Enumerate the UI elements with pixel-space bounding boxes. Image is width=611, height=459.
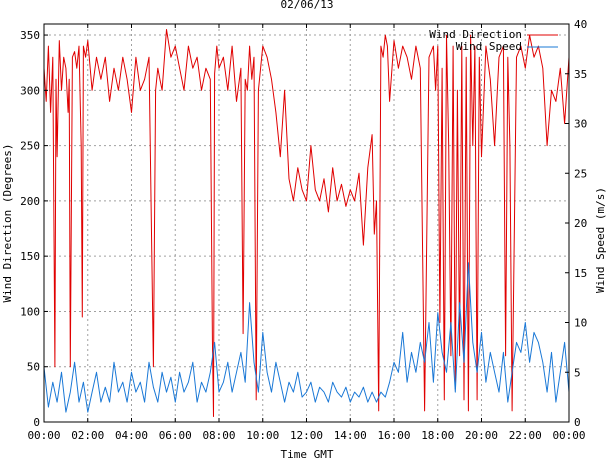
x-tick-label: 04:00 — [115, 429, 148, 442]
series-line-wind-direction — [43, 29, 570, 417]
series-line-wind-speed — [43, 262, 570, 413]
y-left-tick-label: 250 — [20, 140, 40, 153]
y-left-tick-layer: 0 50 100 150 200 250 300 350 — [20, 29, 48, 429]
x-tick-label: 02:00 — [71, 429, 104, 442]
legend-label-wind-direction: Wind Direction — [429, 28, 522, 41]
y-left-tick-label: 0 — [33, 416, 40, 429]
series-layer — [43, 29, 570, 417]
y-right-tick-label: 10 — [574, 317, 587, 330]
x-tick-label: 10:00 — [246, 429, 279, 442]
y-right-tick-label: 40 — [574, 18, 587, 31]
y-right-tick-label: 0 — [574, 416, 581, 429]
y-right-tick-label: 15 — [574, 267, 587, 280]
x-tick-label: 08:00 — [202, 429, 235, 442]
y-axis-right-title: Wind Speed (m/s) — [594, 187, 607, 293]
chart-title: 02/06/13 — [281, 0, 334, 11]
legend-label-wind-speed: Wind Speed — [456, 40, 522, 53]
y-left-tick-label: 150 — [20, 250, 40, 263]
x-tick-label: 00:00 — [552, 429, 585, 442]
x-tick-label: 14:00 — [334, 429, 367, 442]
y-left-tick-label: 350 — [20, 29, 40, 42]
y-right-tick-label: 25 — [574, 167, 587, 180]
x-tick-label: 20:00 — [465, 429, 498, 442]
x-tick-label: 16:00 — [377, 429, 410, 442]
y-right-tick-layer: 0 5 10 15 20 25 30 35 40 — [565, 18, 587, 429]
x-tick-label: 18:00 — [421, 429, 454, 442]
x-tick-label: 22:00 — [509, 429, 542, 442]
y-left-tick-label: 50 — [27, 361, 40, 374]
x-tick-label: 12:00 — [290, 429, 323, 442]
y-right-tick-label: 5 — [574, 366, 581, 379]
x-tick-label: 00:00 — [27, 429, 60, 442]
y-right-tick-label: 35 — [574, 68, 587, 81]
legend: Wind Direction Wind Speed — [429, 28, 558, 53]
y-left-tick-label: 100 — [20, 305, 40, 318]
y-left-tick-label: 200 — [20, 195, 40, 208]
y-axis-left-title: Wind Direction (Degrees) — [1, 144, 14, 303]
x-axis-title: Time GMT — [281, 448, 334, 459]
x-tick-layer: 00:00 02:00 04:00 06:00 08:00 10:00 12:00 14:00… — [27, 24, 586, 442]
y-left-tick-label: 300 — [20, 84, 40, 97]
y-right-tick-label: 20 — [574, 217, 587, 230]
y-right-tick-label: 30 — [574, 118, 587, 131]
x-tick-label: 06:00 — [159, 429, 192, 442]
